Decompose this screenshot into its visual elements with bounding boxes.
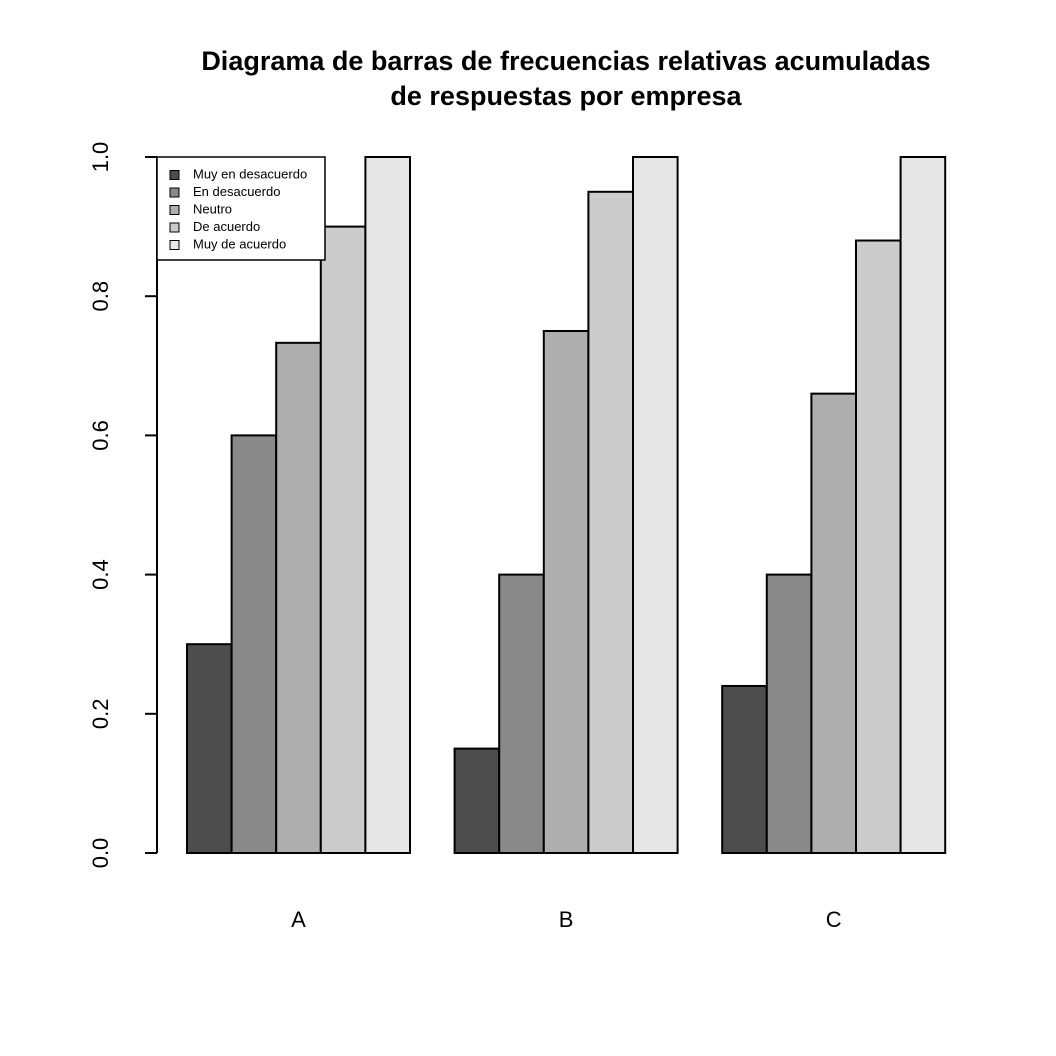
bar [810,392,858,854]
x-tick-label: C [826,907,842,932]
bar [364,156,411,854]
bar [319,225,367,855]
legend-box [156,156,326,261]
legend-label: En desacuerdo [193,184,280,199]
legend-label: Muy de acuerdo [193,236,286,251]
bar [587,190,635,855]
y-tick-label: 0.4 [88,559,113,590]
legend-label: Neutro [193,201,232,216]
bar [186,643,233,855]
legend-swatch [169,240,180,250]
bar [498,573,545,854]
legend-swatch [169,205,180,215]
bar [899,156,947,854]
legend-swatch [169,222,180,233]
legend-label: De acuerdo [193,219,260,234]
bar [542,330,590,854]
y-tick-label: 0.8 [88,281,113,312]
chart-title: de respuestas por empresa [390,81,742,111]
y-tick-label: 1.0 [88,142,113,173]
bar [453,747,501,854]
chart-title: Diagrama de barras de frecuencias relati… [201,46,930,76]
bar [275,341,322,854]
bar [855,239,902,854]
x-tick-label: B [559,907,574,932]
x-tick-label: A [291,907,306,932]
legend-swatch [169,187,180,198]
legend-swatch [169,170,180,180]
y-tick-label: 0.2 [88,699,113,730]
legend-label: Muy en desacuerdo [193,166,307,181]
bar [230,434,278,854]
bar [721,684,768,855]
bar [632,156,679,854]
y-tick-label: 0.6 [88,420,113,451]
y-tick-label: 0.0 [88,838,113,869]
bar [765,573,813,854]
